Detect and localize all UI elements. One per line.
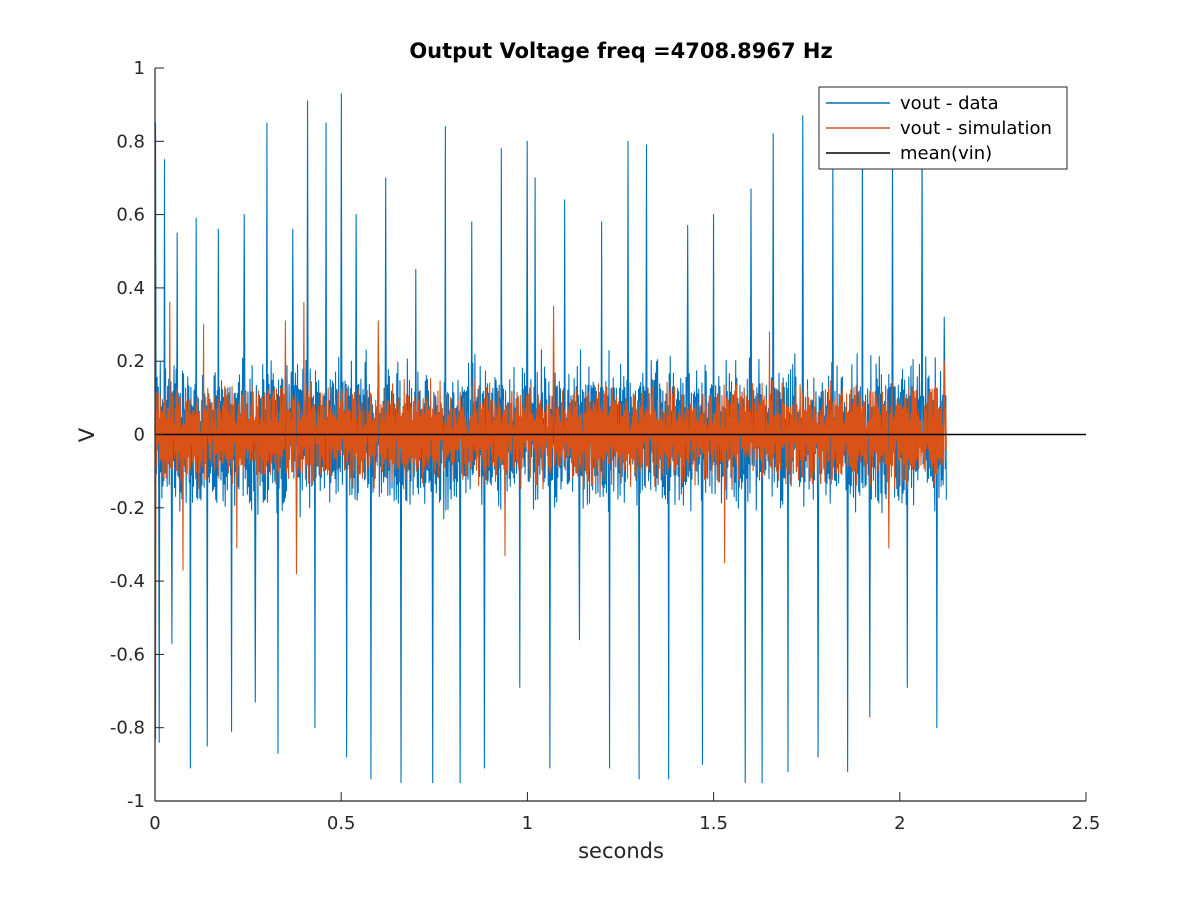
x-tick-label: 0.5 [327, 813, 356, 834]
x-tick-label: 1 [522, 813, 533, 834]
y-tick-label: 0.6 [116, 205, 145, 226]
legend-label-simulation: vout - simulation [900, 118, 1052, 139]
y-tick-label: -1 [127, 791, 145, 812]
x-tick-label: 2.5 [1072, 813, 1101, 834]
y-tick-label: 0.2 [116, 351, 145, 372]
y-tick-label: 0 [134, 425, 145, 446]
x-axis-label: seconds [578, 839, 664, 863]
legend-label-mean: mean(vin) [900, 143, 992, 164]
y-tick-label: 0.8 [116, 131, 145, 152]
legend: vout - data vout - simulation mean(vin) [818, 86, 1068, 170]
series-layer [154, 93, 1086, 784]
series-line-vout-simulation [154, 302, 947, 740]
chart-title: Output Voltage freq =4708.8967 Hz [409, 39, 832, 63]
legend-label-data: vout - data [900, 93, 999, 114]
y-axis-label: V [75, 427, 99, 442]
y-tick-label: -0.6 [110, 644, 145, 665]
y-tick-label: 0.4 [116, 278, 145, 299]
y-tick-label: -0.8 [110, 718, 145, 739]
y-tick-label: 1 [134, 58, 145, 79]
y-tick-label: -0.4 [110, 571, 145, 592]
x-tick-label: 0 [149, 813, 160, 834]
ticks-layer: 0 0.5 1 1.5 2 2.5 -1 -0.8 -0.6 -0.4 -0.2 0 0.2 0.4 0.6… [110, 58, 1100, 834]
x-tick-label: 1.5 [699, 813, 728, 834]
x-tick-label: 2 [894, 813, 905, 834]
y-tick-label: -0.2 [110, 498, 145, 519]
